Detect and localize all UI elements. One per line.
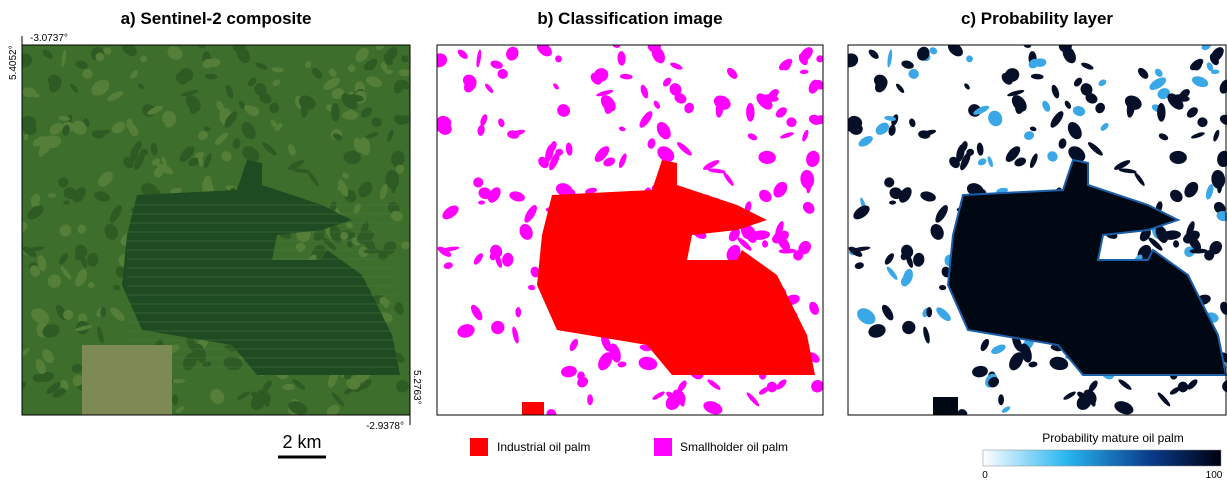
coord-label: -3.0737°	[30, 33, 68, 44]
coord-label: 5.2763°	[411, 370, 422, 405]
colorbar-tick: 100	[1206, 470, 1223, 481]
colorbar	[983, 450, 1221, 466]
coord-label: 5.4052°	[8, 45, 19, 80]
texture-blob	[515, 307, 521, 317]
panel-title: c) Probability layer	[961, 9, 1113, 28]
scale-label: 2 km	[282, 432, 321, 452]
probability-image	[841, 39, 1227, 420]
classification-image	[430, 39, 827, 420]
dark-patch	[933, 397, 958, 415]
industrial-patch	[522, 402, 544, 415]
legend-label: Industrial oil palm	[497, 440, 590, 454]
sentinel-image	[14, 39, 411, 420]
panel-title: b) Classification image	[537, 9, 722, 28]
coord-label: -2.9378°	[366, 421, 404, 432]
colorbar-tick: 0	[982, 470, 988, 481]
legend-swatch	[654, 438, 672, 456]
texture-blob	[926, 307, 932, 317]
legend-label: Smallholder oil palm	[680, 440, 788, 454]
texture-blob	[172, 394, 178, 405]
texture-blob	[587, 394, 593, 405]
panel-title: a) Sentinel-2 composite	[121, 9, 312, 28]
texture-blob	[100, 307, 106, 317]
figure: a) Sentinel-2 composite b) Classificatio…	[0, 0, 1227, 482]
legend-swatch	[470, 438, 488, 456]
field-patch	[82, 345, 172, 415]
texture-blob	[998, 394, 1004, 405]
colorbar-title: Probability mature oil palm	[1042, 431, 1183, 445]
